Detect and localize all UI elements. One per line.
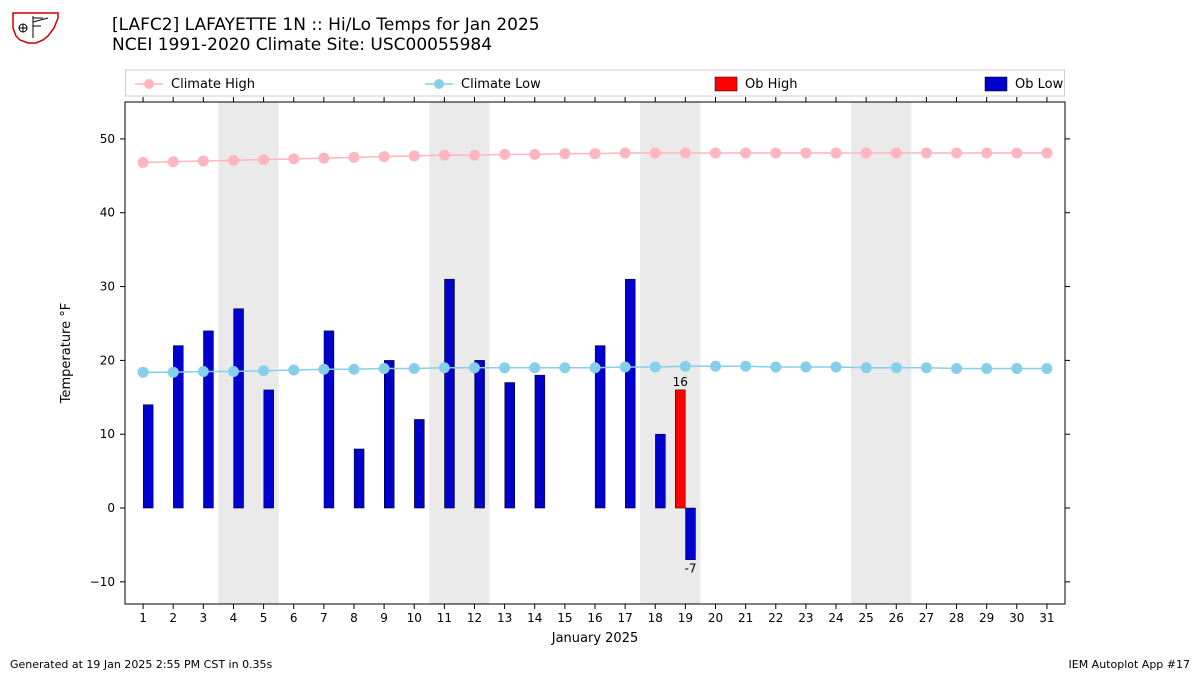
chart-svg: [LAFC2] LAFAYETTE 1N :: Hi/Lo Temps for … (0, 0, 1200, 675)
svg-text:6: 6 (290, 611, 298, 625)
svg-text:28: 28 (949, 611, 964, 625)
svg-text:21: 21 (738, 611, 753, 625)
svg-text:16: 16 (587, 611, 602, 625)
svg-text:0: 0 (107, 501, 115, 515)
svg-text:-7: -7 (685, 562, 697, 576)
svg-text:24: 24 (828, 611, 843, 625)
svg-text:3: 3 (200, 611, 208, 625)
svg-text:40: 40 (100, 206, 115, 220)
svg-text:11: 11 (437, 611, 452, 625)
svg-text:8: 8 (350, 611, 358, 625)
svg-text:23: 23 (798, 611, 813, 625)
svg-text:9: 9 (380, 611, 388, 625)
svg-text:25: 25 (859, 611, 874, 625)
svg-text:−10: −10 (90, 575, 115, 589)
svg-text:[LAFC2] LAFAYETTE 1N :: Hi/Lo: [LAFC2] LAFAYETTE 1N :: Hi/Lo Temps for … (112, 15, 540, 35)
svg-text:5: 5 (260, 611, 268, 625)
svg-text:7: 7 (320, 611, 328, 625)
svg-text:Climate High: Climate High (171, 77, 255, 92)
svg-text:2: 2 (169, 611, 177, 625)
svg-text:19: 19 (678, 611, 693, 625)
svg-text:January 2025: January 2025 (551, 631, 639, 646)
svg-text:16: 16 (673, 375, 688, 389)
svg-text:20: 20 (708, 611, 723, 625)
svg-text:30: 30 (1009, 611, 1024, 625)
svg-text:10: 10 (407, 611, 422, 625)
svg-text:27: 27 (919, 611, 934, 625)
svg-text:NCEI 1991-2020 Climate Site: U: NCEI 1991-2020 Climate Site: USC00055984 (112, 35, 492, 55)
svg-text:Ob Low: Ob Low (1015, 77, 1064, 92)
svg-text:Temperature °F: Temperature °F (59, 303, 74, 404)
svg-text:15: 15 (557, 611, 572, 625)
svg-text:14: 14 (527, 611, 542, 625)
svg-text:12: 12 (467, 611, 482, 625)
svg-text:20: 20 (100, 353, 115, 367)
svg-text:10: 10 (100, 427, 115, 441)
svg-text:50: 50 (100, 132, 115, 146)
svg-text:13: 13 (497, 611, 512, 625)
svg-text:Climate Low: Climate Low (461, 77, 541, 92)
svg-text:18: 18 (648, 611, 663, 625)
footer-app: IEM Autoplot App #17 (1069, 658, 1191, 671)
svg-text:Ob High: Ob High (745, 77, 798, 92)
svg-text:31: 31 (1039, 611, 1054, 625)
svg-text:17: 17 (617, 611, 632, 625)
iem-logo (8, 8, 63, 48)
svg-text:4: 4 (230, 611, 238, 625)
svg-text:1: 1 (139, 611, 147, 625)
svg-text:29: 29 (979, 611, 994, 625)
svg-text:26: 26 (889, 611, 904, 625)
svg-text:30: 30 (100, 280, 115, 294)
svg-text:22: 22 (768, 611, 783, 625)
footer-generated: Generated at 19 Jan 2025 2:55 PM CST in … (10, 658, 272, 671)
